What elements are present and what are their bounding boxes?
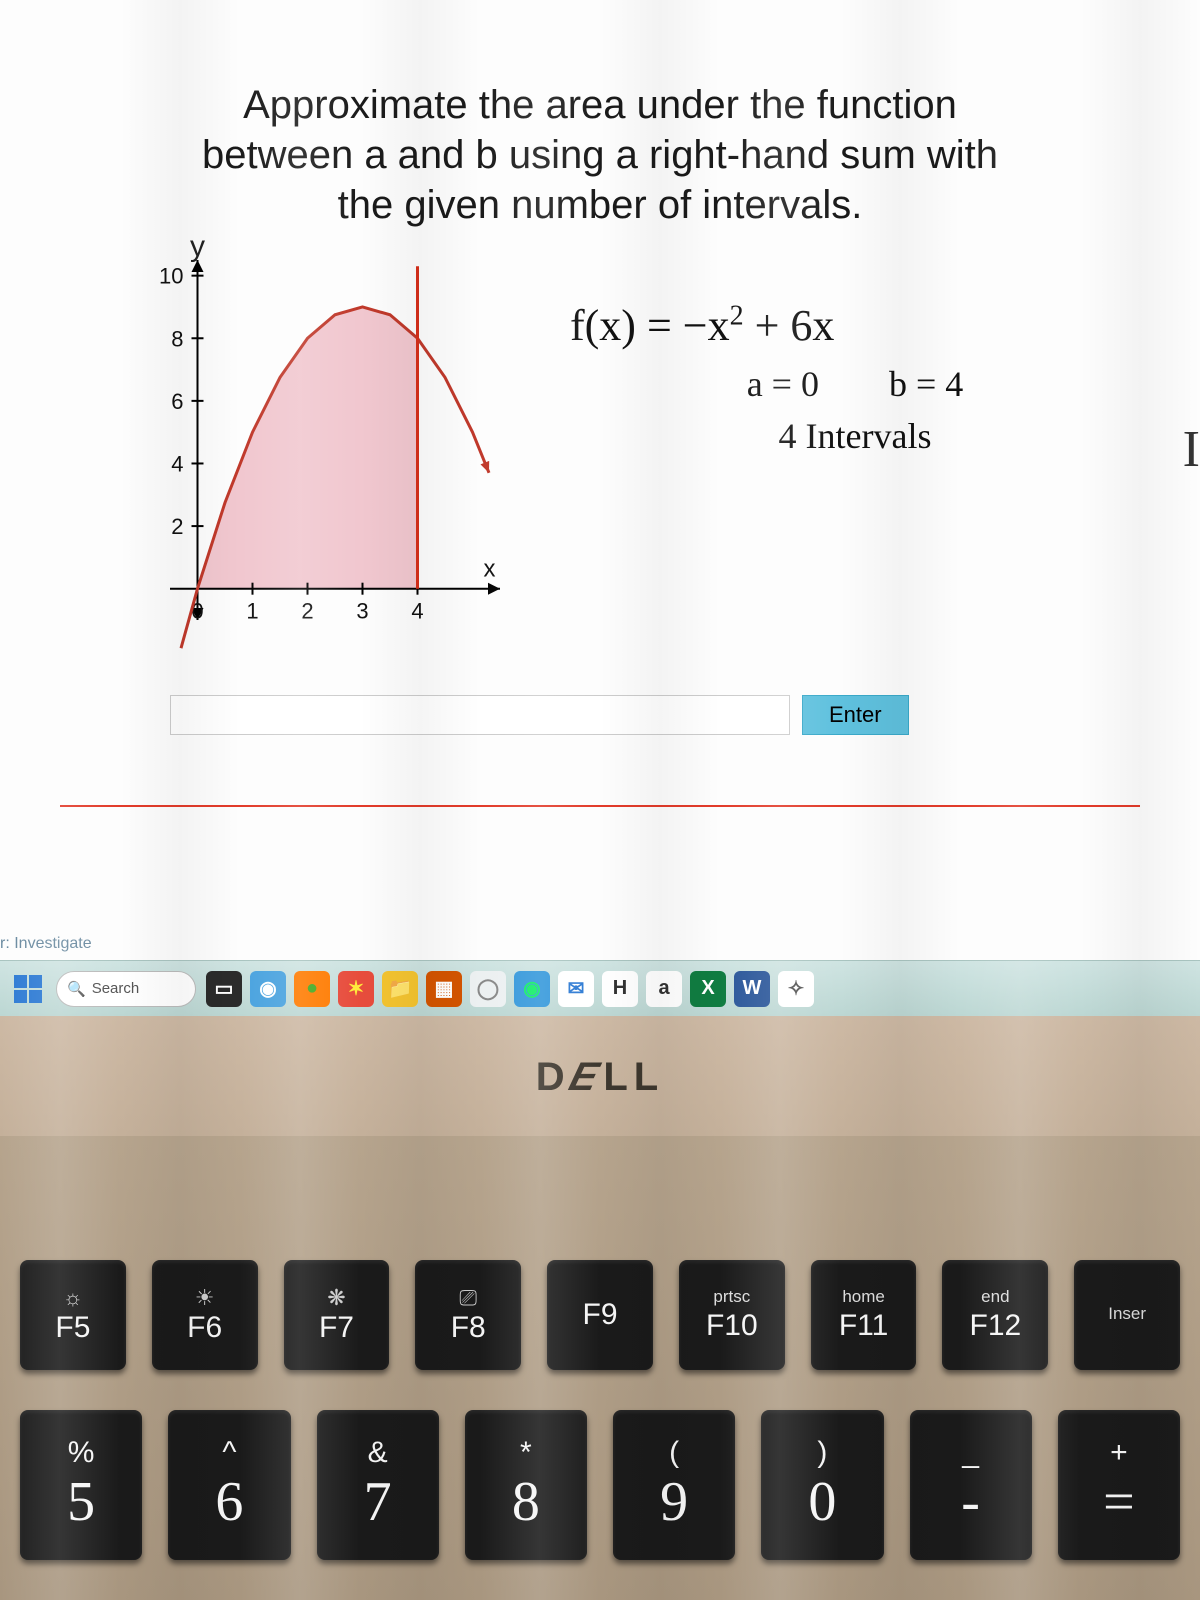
key-9[interactable]: (9 — [613, 1410, 735, 1560]
graph-container: y 24681001234x — [60, 240, 530, 685]
problem-panel: Approximate the area under the function … — [0, 0, 1200, 980]
edge-icon[interactable]: ◉ — [514, 971, 550, 1007]
section-divider — [60, 805, 1140, 807]
key-f11[interactable]: homeF11 — [811, 1260, 917, 1370]
function-formula: f(x) = −x2 + 6x — [570, 300, 1140, 351]
start-button[interactable] — [10, 971, 46, 1007]
star-icon[interactable]: ✶ — [338, 971, 374, 1007]
search-icon: 🔍 — [67, 980, 86, 998]
mail-icon[interactable]: ✉ — [558, 971, 594, 1007]
key-8[interactable]: *8 — [465, 1410, 587, 1560]
key-5[interactable]: %5 — [20, 1410, 142, 1560]
key-f8[interactable]: ⎚F8 — [415, 1260, 521, 1370]
title-line-2: between a and b using a right-hand sum w… — [202, 133, 998, 177]
key-f10[interactable]: prtscF10 — [679, 1260, 785, 1370]
param-a: a = 0 — [747, 363, 819, 405]
svg-text:1: 1 — [246, 599, 258, 624]
number-key-row: %5^6&7*8(9)0_-+= — [0, 1410, 1200, 1560]
task-view-icon[interactable]: ▭ — [206, 971, 242, 1007]
camera-icon[interactable]: ◉ — [250, 971, 286, 1007]
explorer-icon[interactable]: 📁 — [382, 971, 418, 1007]
key-f9[interactable]: F9 — [547, 1260, 653, 1370]
a-icon[interactable]: a — [646, 971, 682, 1007]
intervals-label: 4 Intervals — [570, 415, 1140, 457]
w-icon[interactable]: W — [734, 971, 770, 1007]
function-key-row: ☼F5☀F6❋F7⎚F8F9prtscF10homeF11endF12Inser — [0, 1260, 1200, 1370]
svg-text:8: 8 — [171, 326, 183, 351]
key--[interactable]: _- — [910, 1410, 1032, 1560]
enter-button[interactable]: Enter — [802, 695, 909, 735]
svg-text:4: 4 — [411, 599, 423, 624]
key-0[interactable]: )0 — [761, 1410, 883, 1560]
windows-taskbar: 🔍 Search ▭◉●✶📁▦◯◉✉HaXW✧ — [0, 960, 1200, 1016]
app-icon[interactable]: ▦ — [426, 971, 462, 1007]
search-placeholder: Search — [92, 980, 140, 997]
x-icon[interactable]: X — [690, 971, 726, 1007]
key-f12[interactable]: endF12 — [942, 1260, 1048, 1370]
browser-tab-label: r: Investigate — [0, 935, 92, 953]
answer-input[interactable] — [170, 695, 790, 735]
laptop-brand: DELL — [0, 1055, 1200, 1100]
text-cursor-icon: I — [1183, 420, 1200, 479]
key-inser[interactable]: Inser — [1074, 1260, 1180, 1370]
key-7[interactable]: &7 — [317, 1410, 439, 1560]
taskbar-search[interactable]: 🔍 Search — [56, 971, 196, 1007]
svg-text:3: 3 — [356, 599, 368, 624]
key-f7[interactable]: ❋F7 — [284, 1260, 390, 1370]
param-b: b = 4 — [889, 363, 963, 405]
svg-text:2: 2 — [301, 599, 313, 624]
title-line-1: Approximate the area under the function — [243, 83, 957, 127]
key-6[interactable]: ^6 — [168, 1410, 290, 1560]
title-line-3: the given number of intervals. — [338, 183, 863, 227]
h-icon[interactable]: H — [602, 971, 638, 1007]
svg-text:x: x — [484, 556, 496, 583]
circle-icon[interactable]: ◯ — [470, 971, 506, 1007]
svg-text:6: 6 — [171, 389, 183, 414]
key-f6[interactable]: ☀F6 — [152, 1260, 258, 1370]
key-=[interactable]: += — [1058, 1410, 1180, 1560]
problem-title: Approximate the area under the function … — [150, 80, 1050, 230]
svg-text:10: 10 — [159, 264, 183, 289]
svg-text:4: 4 — [171, 451, 183, 476]
key-f5[interactable]: ☼F5 — [20, 1260, 126, 1370]
problem-info: f(x) = −x2 + 6x a = 0 b = 4 4 Intervals — [570, 240, 1140, 685]
svg-text:2: 2 — [171, 514, 183, 539]
firefox-icon[interactable]: ● — [294, 971, 330, 1007]
parabola-graph: 24681001234x — [60, 240, 530, 680]
snip-icon[interactable]: ✧ — [778, 971, 814, 1007]
y-axis-label: y — [190, 230, 205, 264]
